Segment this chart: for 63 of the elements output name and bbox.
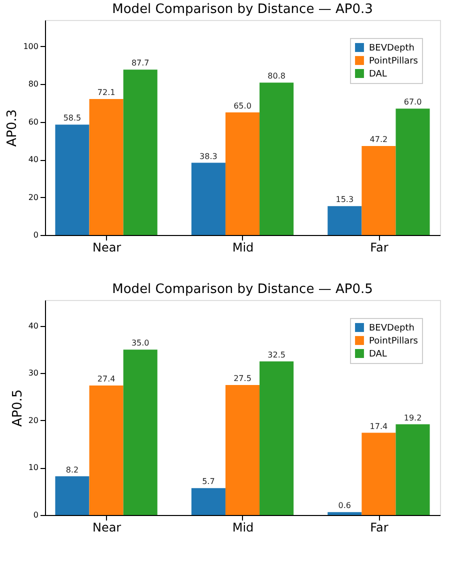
y-tick-label: 80	[28, 80, 38, 89]
data-label: 47.2	[370, 134, 388, 144]
data-label: 35.0	[131, 338, 150, 348]
bar	[191, 162, 226, 235]
data-label: 32.5	[268, 350, 286, 360]
data-label: 27.5	[234, 374, 252, 384]
x-tick-label: Near	[92, 520, 122, 534]
data-label: 17.4	[370, 422, 388, 431]
y-axis-title: AP0.3	[5, 109, 20, 147]
y-tick-label: 100	[23, 42, 38, 51]
legend-label: PointPillars	[369, 336, 418, 346]
bar	[89, 99, 124, 235]
bar	[362, 146, 396, 235]
data-label: 67.0	[404, 98, 422, 107]
bar	[396, 108, 430, 235]
data-label: 27.4	[97, 374, 116, 384]
legend-label: PointPillars	[369, 56, 418, 66]
bar	[55, 124, 90, 235]
y-tick-label: 0	[33, 230, 38, 240]
bar	[89, 386, 124, 515]
bar	[123, 350, 158, 515]
x-tick-label: Far	[370, 520, 388, 534]
x-tick-label: Far	[370, 240, 388, 254]
y-tick-label: 40	[28, 321, 38, 330]
y-tick-label: 20	[28, 416, 38, 425]
x-tick-label: Mid	[232, 240, 254, 254]
y-tick-label: 10	[28, 463, 38, 472]
data-label: 8.2	[66, 465, 79, 474]
data-label: 58.5	[63, 114, 82, 123]
bar	[362, 432, 396, 515]
legend-label: BEVDepth	[369, 44, 414, 54]
y-tick-label: 40	[28, 155, 38, 164]
bar	[191, 488, 226, 515]
bar	[328, 206, 362, 235]
x-tick-label: Mid	[232, 520, 254, 534]
chart-title: Model Comparison by Distance — AP0.3	[112, 2, 373, 17]
bar	[260, 361, 294, 515]
x-tick-label: Near	[92, 240, 122, 254]
legend-label: BEVDepth	[369, 324, 414, 334]
data-label: 15.3	[336, 195, 354, 204]
bar	[123, 70, 158, 235]
y-tick-label: 30	[28, 368, 38, 378]
legend-label: DAL	[369, 350, 387, 360]
y-tick-label: 60	[28, 117, 38, 126]
data-label: 5.7	[202, 477, 215, 486]
bar	[328, 512, 362, 515]
data-label: 72.1	[97, 88, 116, 98]
data-label: 0.6	[338, 501, 352, 510]
bar	[396, 424, 430, 515]
bar	[225, 112, 260, 235]
legend-label: DAL	[369, 70, 387, 80]
data-label: 87.7	[131, 58, 150, 68]
chart-title: Model Comparison by Distance — AP0.5	[112, 282, 373, 297]
data-label: 65.0	[234, 101, 252, 110]
data-label: 19.2	[404, 413, 422, 422]
y-tick-label: 20	[28, 192, 38, 202]
bar	[225, 385, 260, 515]
y-axis-title: AP0.5	[10, 389, 26, 427]
bar	[55, 476, 90, 515]
bar	[260, 82, 294, 235]
data-label: 38.3	[200, 152, 218, 161]
y-tick-label: 0	[33, 510, 38, 520]
data-label: 80.8	[268, 72, 286, 81]
